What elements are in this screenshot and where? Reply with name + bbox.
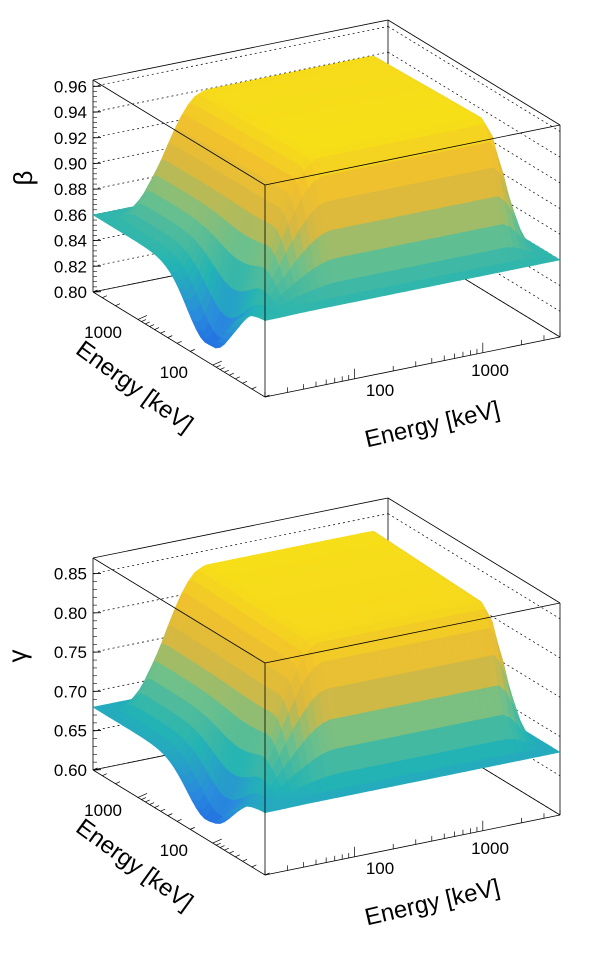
- beta-y-tick: [242, 380, 248, 384]
- gamma-y-tick: [115, 781, 121, 785]
- beta-z-tick-label: 0.84: [54, 232, 87, 251]
- beta-y-tick: [219, 367, 225, 370]
- gamma-y-tick: [92, 767, 98, 771]
- gamma-right-energy-axis-title: Energy [keV]: [362, 874, 502, 931]
- beta-front-edges: [92, 79, 561, 397]
- beta-top-front-edge: [264, 124, 561, 186]
- gamma-z-tick-label: 0.75: [54, 643, 87, 662]
- gamma-surface-plot: γ Energy [keV] Energy [keV] 1000 100 100…: [0, 478, 598, 948]
- beta-z-tick-label: 0.90: [54, 155, 87, 174]
- beta-z-axis-title: β: [8, 171, 38, 186]
- gamma-top-left-edge: [92, 557, 266, 664]
- gamma-surface-cell: [548, 749, 561, 754]
- gamma-left-energy-axis-title: Energy [keV]: [71, 814, 198, 917]
- beta-right-energy-axis-title: Energy [keV]: [362, 396, 502, 453]
- beta-y-tick: [264, 394, 270, 398]
- beta-surface-cell: [548, 256, 561, 262]
- beta-z-tick-label: 0.92: [54, 129, 87, 148]
- gamma-z-tick-label: 0.60: [54, 761, 87, 780]
- gamma-y-tick: [149, 802, 155, 805]
- beta-y-tick: [224, 369, 229, 373]
- beta-z-tick-label: 0.96: [54, 77, 87, 96]
- gamma-y-tick: [102, 773, 107, 777]
- gamma-y-tick: [242, 858, 248, 862]
- gamma-gridline-right: [387, 513, 561, 620]
- gamma-z-tick-label: 0.80: [54, 604, 87, 623]
- gamma-y-tick: [145, 799, 150, 803]
- gamma-y-tick: [176, 819, 182, 822]
- gamma-y-tick: [167, 813, 173, 816]
- gamma-top-back-edge: [92, 497, 389, 559]
- beta-y-tick: [141, 319, 147, 322]
- beta-z-tick-label: 0.80: [54, 283, 87, 302]
- gamma-y-tick: [160, 808, 166, 812]
- beta-y-tick: [92, 289, 98, 293]
- beta-left-energy-axis-title: Energy [keV]: [71, 336, 198, 439]
- beta-gridline-right: [387, 26, 561, 132]
- gamma-z-tick-label: 0.70: [54, 682, 87, 701]
- beta-y-tick: [176, 341, 182, 344]
- gamma-y-tick: [235, 854, 240, 858]
- gamma-floor-left-edge: [92, 769, 266, 876]
- beta-y-tick: [137, 315, 148, 320]
- beta-y-tick: [229, 372, 234, 376]
- beta-top-right-edge: [387, 19, 561, 126]
- beta-left-tick-1000: 1000: [84, 323, 122, 342]
- beta-plot-svg: β Energy [keV] Energy [keV] 1000 100 100…: [8, 19, 561, 453]
- gamma-z-axis-title: γ: [2, 650, 32, 663]
- gamma-left-tick-1000: 1000: [84, 801, 122, 820]
- gamma-floor-front-edge: [264, 814, 561, 876]
- beta-y-tick: [212, 360, 222, 366]
- beta-top-left-edge: [92, 79, 266, 186]
- beta-y-tick: [154, 327, 160, 330]
- gamma-y-tick: [216, 842, 221, 846]
- gamma-y-tick: [154, 805, 160, 808]
- beta-right-tick-1000: 1000: [471, 361, 509, 380]
- beta-z-tick-label: 0.88: [54, 180, 87, 199]
- gamma-y-tick: [141, 797, 147, 800]
- beta-gridline-back: [92, 26, 389, 87]
- beta-z-tick-label: 0.86: [54, 206, 87, 225]
- gamma-top-front-edge: [264, 602, 561, 664]
- gamma-plot-svg: γ Energy [keV] Energy [keV] 1000 100 100…: [2, 497, 561, 931]
- gamma-y-tick: [190, 827, 195, 830]
- beta-y-tick: [235, 376, 240, 380]
- beta-z-tick-label: 0.94: [54, 103, 87, 122]
- beta-right-tick-100: 100: [366, 381, 394, 400]
- beta-left-tick-100: 100: [160, 363, 188, 382]
- gamma-z-tick-label: 0.85: [54, 565, 87, 584]
- beta-y-tick: [149, 324, 155, 327]
- gamma-front-edges: [92, 557, 561, 875]
- gamma-y-tick: [264, 872, 270, 876]
- gamma-right-tick-1000: 1000: [471, 839, 509, 858]
- gamma-gridline-back: [92, 513, 389, 575]
- gamma-y-tick: [224, 847, 229, 851]
- beta-y-tick: [167, 335, 173, 338]
- gamma-left-tick-100: 100: [160, 841, 188, 860]
- beta-floor-left-edge: [92, 291, 266, 398]
- beta-y-tick: [115, 303, 121, 307]
- gamma-y-tick: [137, 793, 148, 798]
- gamma-z-tick-label: 0.65: [54, 722, 87, 741]
- beta-y-tick: [160, 330, 166, 334]
- beta-gridline-right: [387, 51, 561, 158]
- gamma-top-right-edge: [387, 497, 561, 604]
- gamma-y-tick: [229, 850, 234, 854]
- gamma-y-tick: [219, 845, 225, 848]
- beta-gridline-back: [92, 51, 389, 113]
- gamma-surface: [92, 530, 561, 824]
- gamma-y-tick: [251, 864, 257, 868]
- beta-top-back-edge: [92, 19, 389, 81]
- beta-y-tick: [145, 321, 150, 325]
- beta-floor-front-edge: [264, 336, 561, 398]
- beta-y-tick: [216, 364, 221, 368]
- beta-y-tick: [251, 386, 257, 390]
- beta-z-tick-label: 0.82: [54, 257, 87, 276]
- gamma-y-tick: [212, 838, 222, 844]
- beta-surface-plot: β Energy [keV] Energy [keV] 1000 100 100…: [0, 0, 598, 470]
- gamma-right-tick-100: 100: [366, 859, 394, 878]
- beta-surface: [92, 55, 561, 349]
- beta-y-tick: [102, 295, 107, 299]
- beta-y-tick: [190, 349, 195, 352]
